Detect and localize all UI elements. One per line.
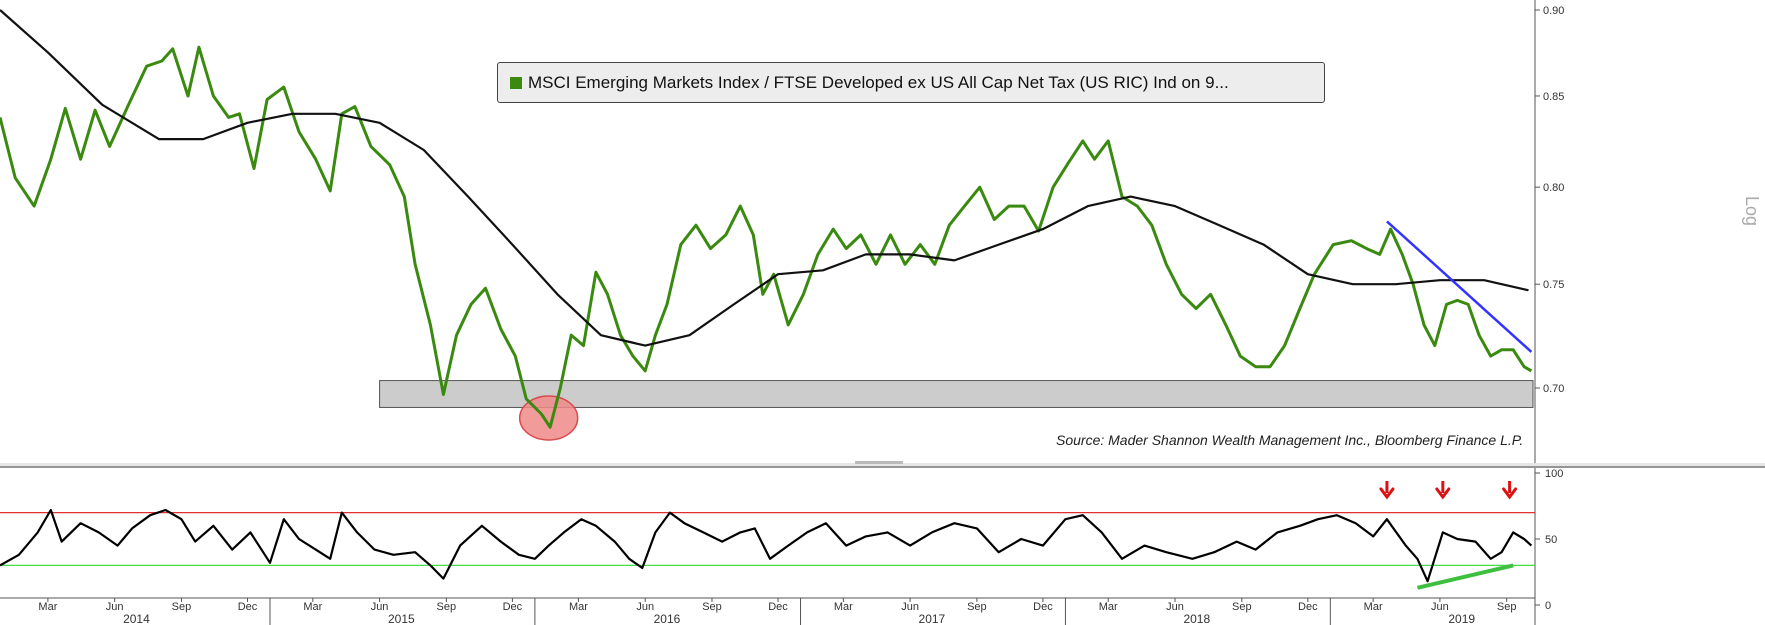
osc-tick-label: 50 <box>1545 534 1557 546</box>
down-arrow-marker <box>1502 481 1518 500</box>
x-tick-label: Sep <box>702 601 722 613</box>
year-label: 2015 <box>388 612 415 625</box>
x-tick-label: Jun <box>636 601 654 613</box>
x-tick-label: Mar <box>1099 601 1118 613</box>
trendline <box>1386 220 1533 353</box>
year-label: 2016 <box>654 612 681 625</box>
chart-legend: MSCI Emerging Markets Index / FTSE Devel… <box>497 62 1325 103</box>
year-label: 2018 <box>1183 612 1210 625</box>
x-tick-label: Mar <box>1364 601 1383 613</box>
x-tick-label: Mar <box>569 601 588 613</box>
x-tick-label: Mar <box>38 601 57 613</box>
x-tick-label: Jun <box>371 601 389 613</box>
x-tick-label: Jun <box>1166 601 1184 613</box>
y-tick-label: 0.90 <box>1543 5 1564 17</box>
support-band <box>379 380 1534 408</box>
down-arrow-head <box>1379 487 1395 500</box>
x-tick-label: Mar <box>303 601 322 613</box>
source-annotation: Source: Mader Shannon Wealth Management … <box>1056 432 1524 448</box>
oscillator-line <box>0 508 1533 583</box>
panel-separator <box>0 463 1765 468</box>
x-tick-label: Sep <box>172 601 192 613</box>
down-arrow-marker <box>1435 481 1451 500</box>
x-tick-label: Mar <box>834 601 853 613</box>
year-label: 2017 <box>919 612 946 625</box>
x-tick-label: Sep <box>1232 601 1252 613</box>
moving-average-line <box>0 9 1529 347</box>
panel-resize-handle <box>855 461 903 464</box>
x-tick-label: Dec <box>503 601 523 613</box>
y-tick-label: 0.75 <box>1543 279 1564 291</box>
y-tick-label: 0.80 <box>1543 182 1564 194</box>
oscillator-group <box>0 508 1533 583</box>
x-tick-label: Dec <box>1298 601 1318 613</box>
year-label: 2014 <box>123 612 150 625</box>
x-tick-label: Jun <box>1431 601 1449 613</box>
x-tick-label: Dec <box>1033 601 1053 613</box>
x-tick-label: Jun <box>901 601 919 613</box>
x-tick-label: Sep <box>1497 601 1517 613</box>
log-scale-label: Log <box>1742 196 1762 227</box>
ratio-series-line <box>0 45 1533 429</box>
legend-label: MSCI Emerging Markets Index / FTSE Devel… <box>528 72 1229 92</box>
down-arrow-marker <box>1379 481 1395 500</box>
y-tick-label: 0.85 <box>1543 91 1564 103</box>
x-tick-label: Dec <box>238 601 258 613</box>
legend-swatch-green <box>510 76 522 89</box>
y-tick-label: 0.70 <box>1543 383 1564 395</box>
down-arrow-head <box>1502 487 1518 500</box>
x-tick-label: Jun <box>106 601 124 613</box>
x-tick-label: Sep <box>437 601 457 613</box>
x-tick-label: Sep <box>967 601 987 613</box>
divergence-line <box>1416 563 1514 590</box>
year-label: 2019 <box>1448 612 1475 625</box>
osc-tick-label: 100 <box>1545 468 1563 480</box>
down-arrow-head <box>1435 487 1451 500</box>
x-tick-label: Dec <box>768 601 788 613</box>
main-series-group <box>0 9 1533 429</box>
osc-tick-label: 0 <box>1545 600 1551 612</box>
